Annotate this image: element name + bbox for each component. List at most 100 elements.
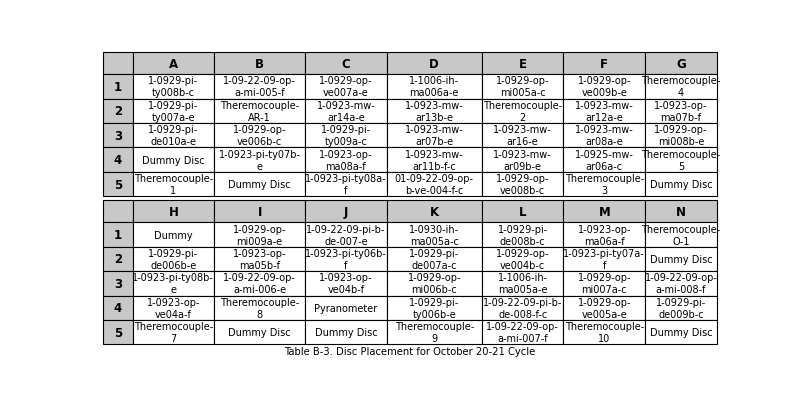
Text: 1-0929-pi-
ty009a-c: 1-0929-pi- ty009a-c (321, 125, 371, 147)
Text: 1-0923-op-
ve04b-f: 1-0923-op- ve04b-f (319, 273, 373, 295)
Bar (645, 124, 717, 148)
Text: 4: 4 (114, 154, 122, 167)
Text: 1-0929-op-
mi009a-e: 1-0929-op- mi009a-e (233, 224, 286, 246)
Bar (133, 75, 214, 99)
Text: Theremocouple-
4: Theremocouple- 4 (642, 76, 721, 98)
Bar (482, 271, 563, 296)
Bar (563, 247, 645, 271)
Bar (386, 200, 482, 223)
Bar (103, 53, 133, 75)
Text: I: I (258, 205, 262, 218)
Bar (133, 53, 214, 75)
Text: 1-0929-op-
ve009b-e: 1-0929-op- ve009b-e (578, 76, 631, 98)
Text: 1-0929-op-
mi008b-e: 1-0929-op- mi008b-e (654, 125, 708, 147)
Text: 3: 3 (114, 130, 122, 142)
Text: Dummy Disc: Dummy Disc (650, 327, 712, 337)
Bar (214, 296, 305, 320)
Text: 1-0923-op-
ma08a-f: 1-0923-op- ma08a-f (319, 149, 373, 171)
Text: 1: 1 (114, 81, 122, 94)
Bar (482, 53, 563, 75)
Bar (645, 75, 717, 99)
Bar (103, 296, 133, 320)
Text: 1-0929-pi-
ty006b-e: 1-0929-pi- ty006b-e (409, 297, 459, 319)
Bar (103, 247, 133, 271)
Text: Theremocouple-
O-1: Theremocouple- O-1 (642, 224, 721, 246)
Text: 1-09-22-09-op-
a-mi-006-e: 1-09-22-09-op- a-mi-006-e (223, 273, 296, 295)
Text: 1-0930-ih-
ma005a-c: 1-0930-ih- ma005a-c (409, 224, 459, 246)
Bar (645, 296, 717, 320)
Text: Theremocouple-
3: Theremocouple- 3 (565, 174, 644, 196)
Bar (305, 53, 386, 75)
Bar (563, 75, 645, 99)
Text: J: J (344, 205, 348, 218)
Bar (214, 172, 305, 197)
Bar (133, 247, 214, 271)
Bar (482, 148, 563, 172)
Bar (645, 200, 717, 223)
Bar (386, 124, 482, 148)
Bar (563, 200, 645, 223)
Text: D: D (430, 57, 439, 71)
Bar (645, 172, 717, 197)
Text: 1-0923-mw-
ar08a-e: 1-0923-mw- ar08a-e (575, 125, 634, 147)
Text: 1-0929-op-
ve005a-e: 1-0929-op- ve005a-e (578, 297, 631, 319)
Bar (386, 172, 482, 197)
Bar (214, 99, 305, 124)
Bar (133, 320, 214, 344)
Text: 2: 2 (114, 105, 122, 118)
Text: Dummy Disc: Dummy Disc (650, 180, 712, 190)
Text: Dummy: Dummy (154, 230, 193, 240)
Bar (305, 124, 386, 148)
Text: 1-0923-pi-ty08b-
e: 1-0923-pi-ty08b- e (133, 273, 214, 295)
Bar (305, 200, 386, 223)
Bar (563, 53, 645, 75)
Bar (645, 247, 717, 271)
Bar (305, 99, 386, 124)
Text: 5: 5 (114, 326, 122, 339)
Bar (133, 148, 214, 172)
Text: 1-0929-pi-
ty008b-c: 1-0929-pi- ty008b-c (148, 76, 198, 98)
Text: 1-0929-pi-
de010a-e: 1-0929-pi- de010a-e (148, 125, 198, 147)
Text: 1-1006-ih-
ma006a-e: 1-1006-ih- ma006a-e (409, 76, 459, 98)
Text: Theremocouple-
5: Theremocouple- 5 (642, 149, 721, 171)
Text: H: H (169, 205, 178, 218)
Bar (482, 200, 563, 223)
Text: 1-0929-pi-
de007a-c: 1-0929-pi- de007a-c (409, 248, 459, 270)
Bar (645, 320, 717, 344)
Bar (214, 271, 305, 296)
Text: 1-09-22-09-op-
a-mi-005-f: 1-09-22-09-op- a-mi-005-f (223, 76, 296, 98)
Bar (563, 271, 645, 296)
Text: Dummy Disc: Dummy Disc (142, 155, 205, 165)
Bar (386, 75, 482, 99)
Bar (103, 75, 133, 99)
Text: 1-0923-mw-
ar14a-e: 1-0923-mw- ar14a-e (317, 101, 375, 123)
Text: 1-0929-pi-
ty007a-e: 1-0929-pi- ty007a-e (148, 101, 198, 123)
Bar (133, 172, 214, 197)
Bar (482, 320, 563, 344)
Text: Table B-3. Disc Placement for October 20-21 Cycle: Table B-3. Disc Placement for October 20… (284, 346, 536, 356)
Bar (386, 271, 482, 296)
Text: 1-0923-op-
ve04a-f: 1-0923-op- ve04a-f (146, 297, 200, 319)
Bar (214, 124, 305, 148)
Bar (214, 223, 305, 247)
Text: Dummy Disc: Dummy Disc (228, 327, 291, 337)
Bar (305, 296, 386, 320)
Bar (482, 172, 563, 197)
Text: Theremocouple-
2: Theremocouple- 2 (483, 101, 562, 123)
Text: 1-0923-op-
ma06a-f: 1-0923-op- ma06a-f (578, 224, 631, 246)
Bar (563, 124, 645, 148)
Text: 1-0923-pi-ty07b-
e: 1-0923-pi-ty07b- e (218, 149, 301, 171)
Text: 1-09-22-09-op-
a-mi-008-f: 1-09-22-09-op- a-mi-008-f (645, 273, 718, 295)
Bar (386, 148, 482, 172)
Text: 1-0923-op-
ma05b-f: 1-0923-op- ma05b-f (233, 248, 286, 270)
Bar (482, 75, 563, 99)
Bar (645, 99, 717, 124)
Text: F: F (600, 57, 608, 71)
Bar (214, 200, 305, 223)
Bar (103, 320, 133, 344)
Text: 1-0929-op-
mi005a-c: 1-0929-op- mi005a-c (496, 76, 550, 98)
Bar (305, 247, 386, 271)
Bar (305, 75, 386, 99)
Bar (563, 296, 645, 320)
Text: M: M (598, 205, 610, 218)
